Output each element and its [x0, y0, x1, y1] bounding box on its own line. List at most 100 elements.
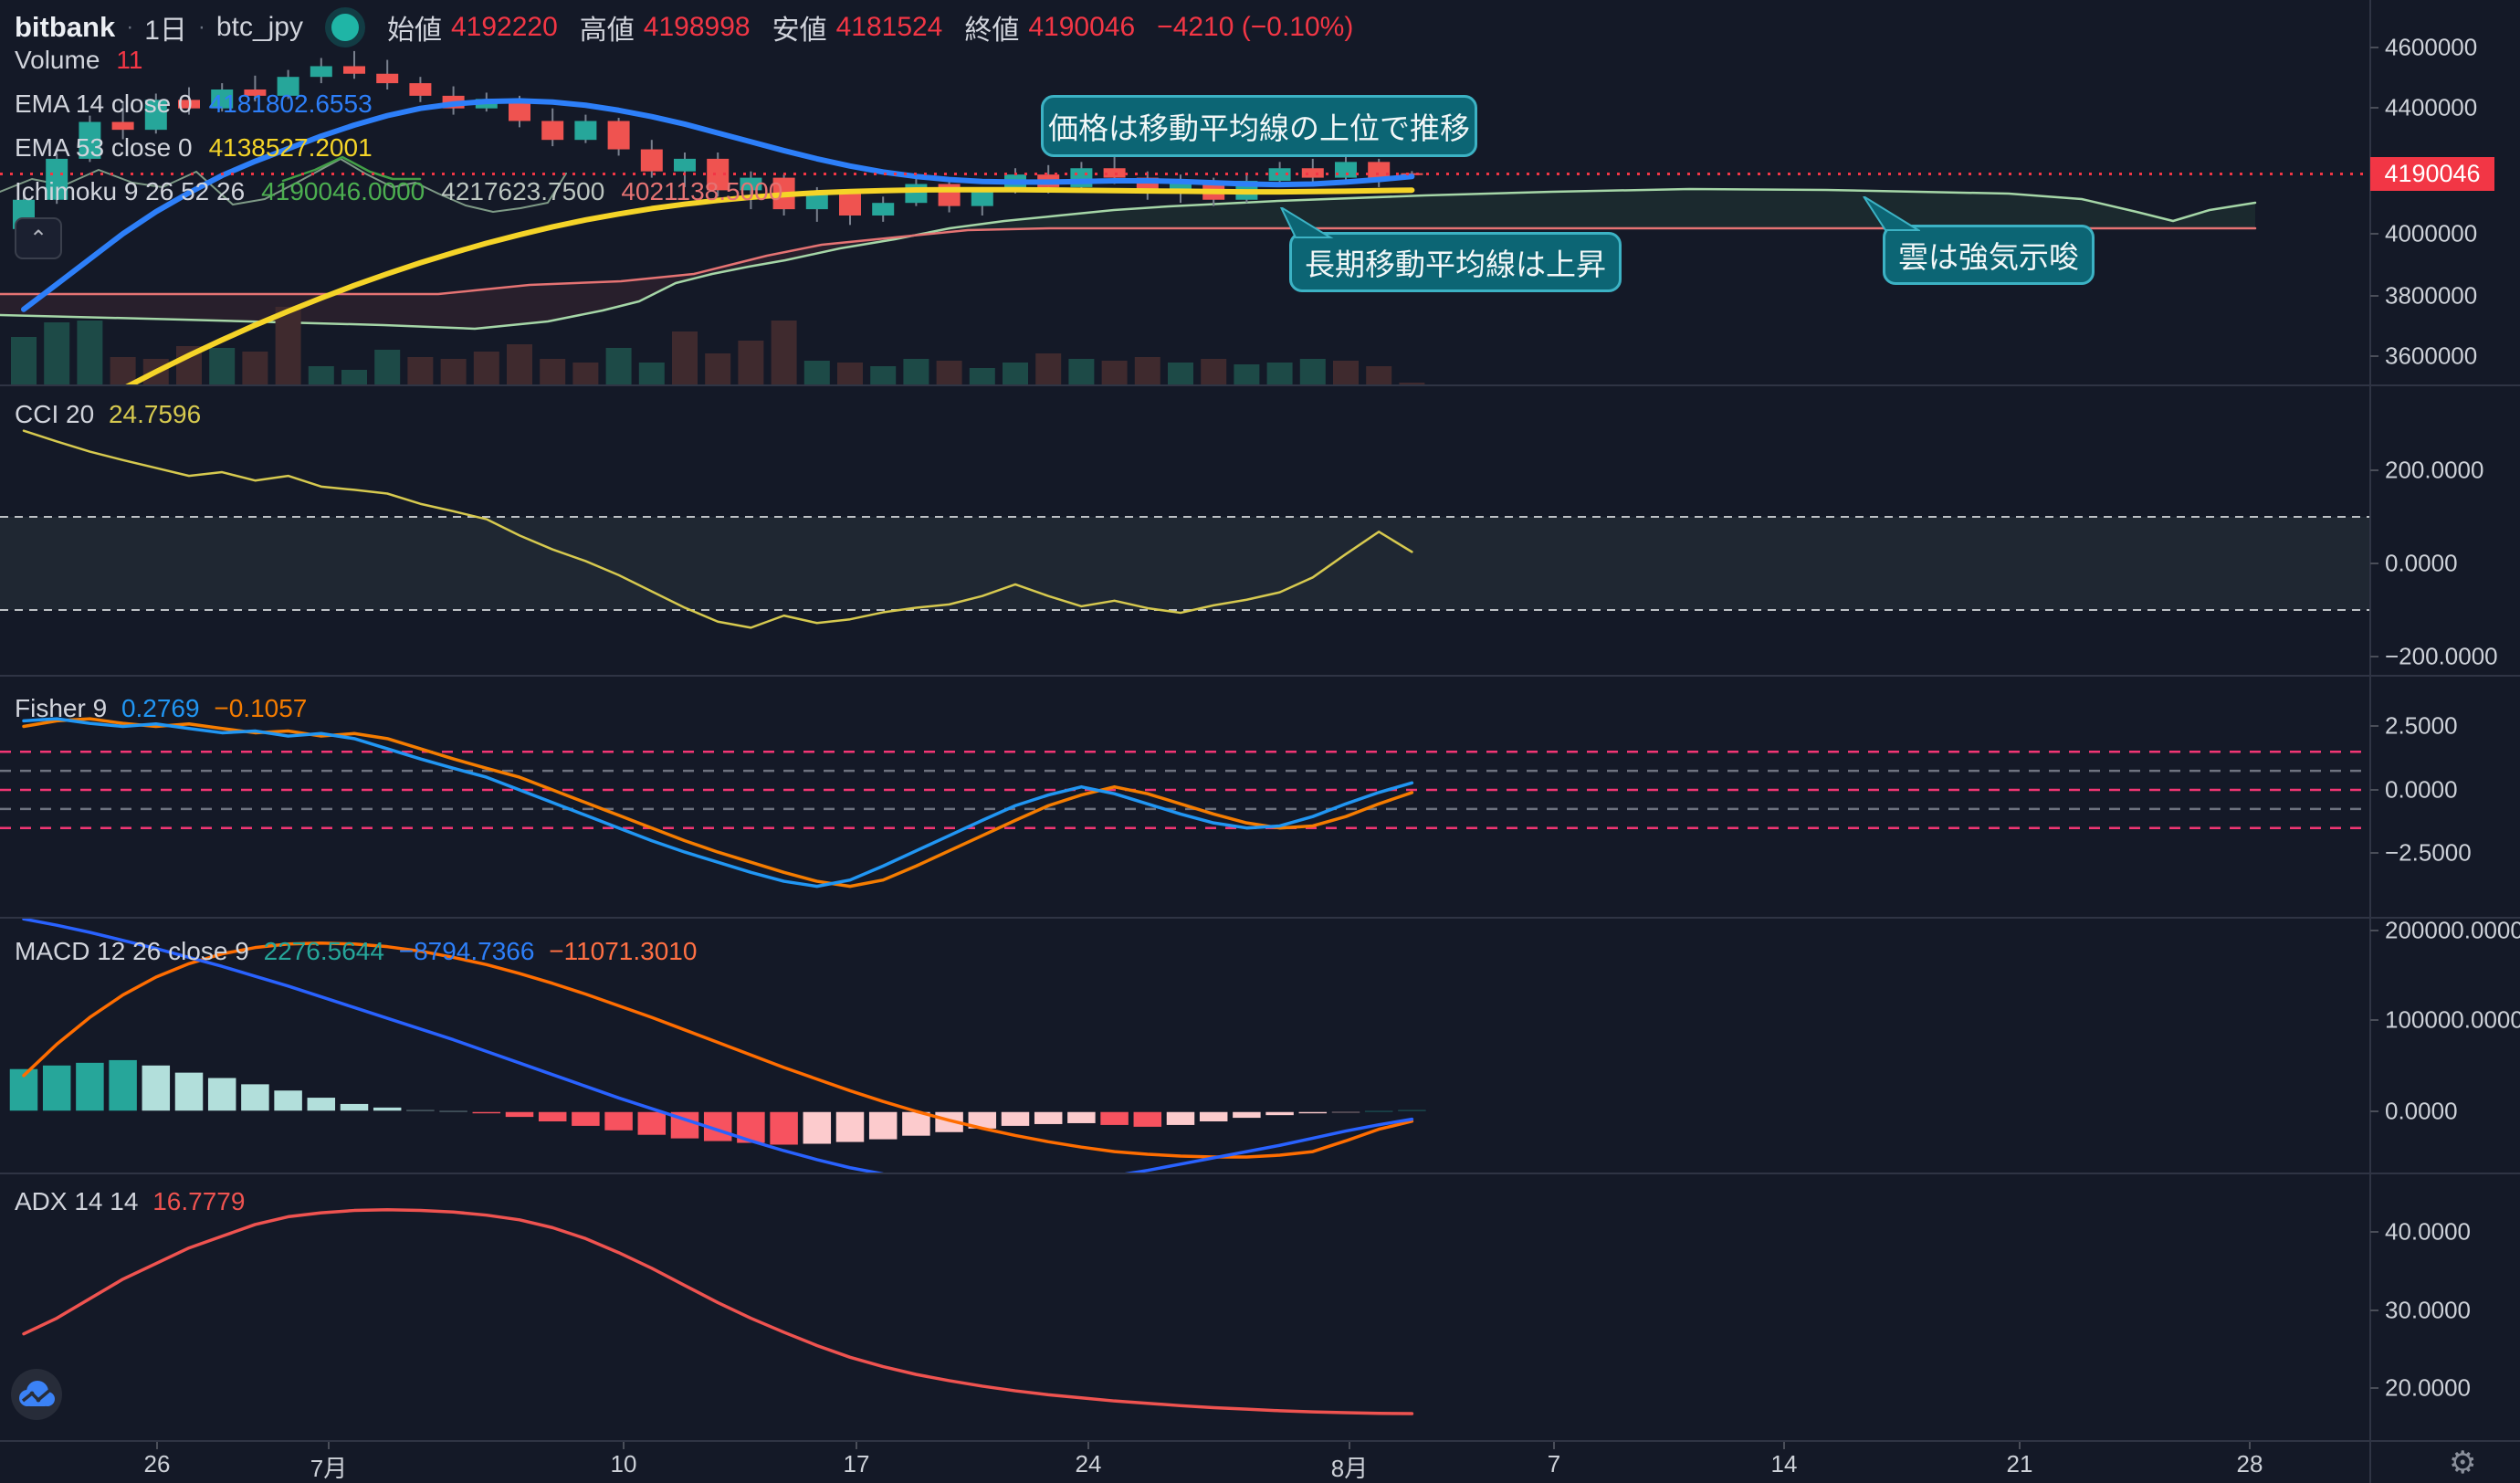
ichimoku-label: Ichimoku 9 26 52 26	[15, 177, 246, 205]
axis-tick-label: −200.0000	[2385, 642, 2498, 670]
volume-label: Volume	[15, 46, 100, 74]
annotation-text: 長期移動平均線は上昇	[1305, 247, 1606, 281]
axis-tick	[2370, 930, 2378, 931]
symbol-header[interactable]: bitbank · 1日 · btc_jpy 始値 4192220 高値 419…	[15, 7, 1366, 47]
change-value: −4210 (−0.10%)	[1157, 12, 1354, 42]
annotation-cloud-bullish[interactable]: 雲は強気示唆	[1863, 196, 2095, 285]
axis-tick-label: 2.5000	[2385, 711, 2458, 740]
axis-tick	[2370, 469, 2378, 471]
high-label: 高値	[579, 16, 635, 46]
time-tick	[1087, 1442, 1089, 1449]
axis-tick-label: 0.0000	[2385, 1097, 2458, 1125]
ichimoku-lead2-value: 4021138.5000	[621, 177, 783, 205]
fisher-label: Fisher 9	[15, 694, 108, 722]
low-label: 安値	[772, 16, 827, 46]
axis-tick-label: −2.5000	[2385, 838, 2472, 867]
time-tick	[156, 1442, 158, 1449]
axis-tick	[2370, 107, 2378, 109]
axis-tick-label: 30.0000	[2385, 1296, 2471, 1324]
axis-tick	[2370, 1387, 2378, 1389]
axis-tick-label: 40.0000	[2385, 1217, 2471, 1246]
axis-tick-label: 3800000	[2385, 281, 2478, 310]
axis-settings-gear-icon[interactable]: ⚙	[2449, 1445, 2476, 1481]
axis-tick	[2370, 563, 2378, 564]
axis-tick-label: 3600000	[2385, 342, 2478, 370]
callout-tail	[1863, 196, 1920, 231]
time-tick	[1553, 1442, 1555, 1449]
axis-tick	[2370, 1309, 2378, 1311]
axis-tick	[2370, 1019, 2378, 1021]
axis-tick-label: 200.0000	[2385, 456, 2484, 484]
legend-ichimoku[interactable]: Ichimoku 9 26 52 26 4190046.0000 4217623…	[15, 177, 782, 206]
legend-collapse-button[interactable]: ⌃	[15, 217, 62, 259]
axis-tick-label: 100000.0000	[2385, 1005, 2520, 1034]
time-tick-label: 21	[2006, 1450, 2033, 1478]
axis-tick	[2370, 789, 2378, 791]
legend-adx[interactable]: ADX 14 14 16.7779	[15, 1187, 245, 1216]
axis-tick-label: 0.0000	[2385, 775, 2458, 804]
market-status-dot-icon	[324, 7, 365, 47]
ichimoku-conversion-value: 4190046.0000	[261, 177, 425, 205]
current-price-badge: 4190046	[2370, 157, 2494, 191]
separator-dot: ·	[197, 15, 205, 39]
pair-label[interactable]: btc_jpy	[215, 12, 303, 42]
time-tick	[328, 1442, 330, 1449]
fisher-value: 0.2769	[121, 694, 200, 722]
time-tick-label: 7	[1547, 1450, 1561, 1478]
annotation-longterm-ma-rising[interactable]: 長期移動平均線は上昇	[1279, 207, 1622, 292]
macd-hist-value: 2276.5644	[263, 937, 384, 965]
axis-tick	[2370, 1231, 2378, 1233]
low-value: 4181524	[835, 12, 943, 42]
callout-tail	[1279, 207, 1334, 238]
time-tick-label: 7月	[310, 1455, 348, 1482]
close-label: 終値	[964, 16, 1020, 46]
close-value: 4190046	[1028, 12, 1136, 42]
axis-tick-label: 4000000	[2385, 219, 2478, 247]
axis-tick	[2370, 656, 2378, 657]
axis-tick	[2370, 47, 2378, 48]
legend-volume[interactable]: Volume 11	[15, 46, 142, 75]
time-tick	[1783, 1442, 1785, 1449]
legend-cci[interactable]: CCI 20 24.7596	[15, 400, 201, 429]
cci-value: 24.7596	[108, 400, 202, 428]
legend-fisher[interactable]: Fisher 9 0.2769 −0.1057	[15, 694, 307, 723]
current-price-value: 4190046	[2384, 160, 2481, 187]
time-tick-label: 8月	[1330, 1455, 1369, 1482]
interval-label[interactable]: 1日	[144, 16, 187, 46]
macd-line-value: −8794.7366	[398, 937, 535, 965]
legend-macd[interactable]: MACD 12 26 close 9 2276.5644 −8794.7366 …	[15, 937, 697, 966]
time-tick	[2249, 1442, 2251, 1449]
axis-tick	[2370, 725, 2378, 727]
symbol-name[interactable]: bitbank	[15, 11, 116, 43]
cloud-chart-logo-icon	[19, 1381, 55, 1406]
annotation-price-above-ma[interactable]: 価格は移動平均線の上位で推移	[1041, 95, 1477, 157]
legend-ema14[interactable]: EMA 14 close 0 4181802.6553	[15, 89, 373, 119]
ichimoku-lead1-value: 4217623.7500	[441, 177, 605, 205]
axis-tick-label: 0.0000	[2385, 549, 2458, 577]
ema53-label: EMA 53 close 0	[15, 133, 193, 162]
axis-tick	[2370, 295, 2378, 297]
ema14-label: EMA 14 close 0	[15, 89, 193, 118]
ema14-value: 4181802.6553	[208, 89, 373, 118]
fisher-trigger-value: −0.1057	[214, 694, 308, 722]
ema53-value: 4138527.2001	[208, 133, 373, 162]
macd-signal-value: −11071.3010	[549, 937, 698, 965]
adx-label: ADX 14 14	[15, 1187, 139, 1215]
legend-ema53[interactable]: EMA 53 close 0 4138527.2001	[15, 133, 373, 163]
axis-tick	[2370, 233, 2378, 235]
time-tick	[623, 1442, 625, 1449]
cci-label: CCI 20	[15, 400, 95, 428]
time-tick-label: 17	[843, 1450, 870, 1478]
separator-dot: ·	[126, 15, 134, 39]
axis-tick-label: 20.0000	[2385, 1373, 2471, 1402]
axis-tick	[2370, 1110, 2378, 1112]
volume-value: 11	[116, 46, 143, 74]
chevron-up-icon: ⌃	[28, 226, 48, 251]
axis-tick-label: 200000.0000	[2385, 916, 2520, 944]
time-tick-label: 14	[1770, 1450, 1798, 1478]
macd-label: MACD 12 26 close 9	[15, 937, 249, 965]
axis-tick	[2370, 852, 2378, 854]
annotation-text: 価格は移動平均線の上位で推移	[1048, 111, 1470, 145]
time-tick	[1349, 1442, 1350, 1449]
